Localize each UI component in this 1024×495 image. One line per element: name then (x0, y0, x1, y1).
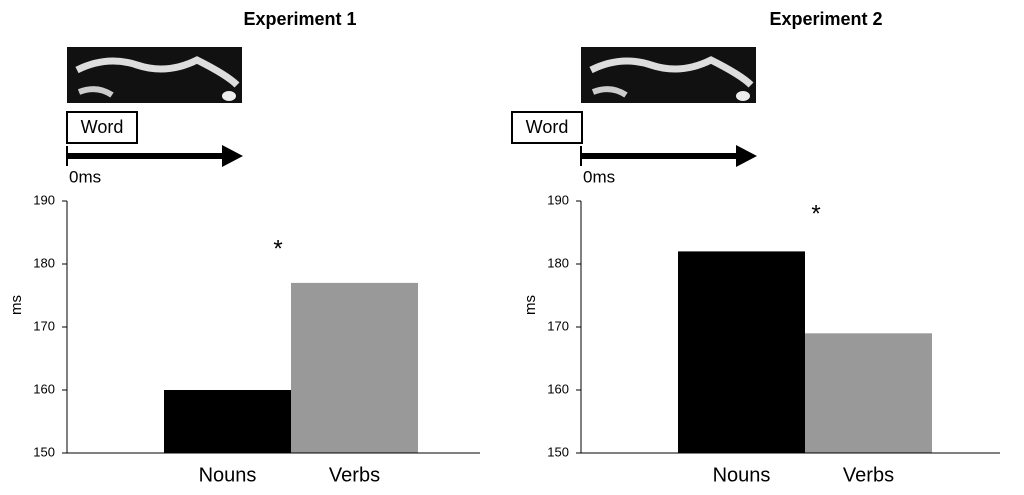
word-label: Word (526, 117, 569, 137)
y-tick-label: 170 (547, 318, 569, 333)
y-tick-label: 150 (547, 444, 569, 459)
y-tick-label: 170 (33, 318, 55, 333)
time-label: 0ms (583, 167, 615, 186)
y-tick-label: 160 (547, 381, 569, 396)
y-tick-label: 190 (33, 192, 55, 207)
image-bg (581, 47, 756, 103)
word-label: Word (81, 117, 124, 137)
image-ball (736, 91, 750, 101)
y-tick-label: 180 (547, 255, 569, 270)
panel-title: Experiment 1 (243, 9, 356, 29)
significance-marker: * (811, 200, 820, 227)
y-tick-label: 150 (33, 444, 55, 459)
bar (678, 251, 805, 453)
stimulus-image (67, 47, 242, 103)
x-tick-label: Verbs (843, 464, 894, 486)
time-label: 0ms (69, 167, 101, 186)
y-tick-label: 180 (33, 255, 55, 270)
x-tick-label: Verbs (329, 464, 380, 486)
figure: Experiment 1 Word 0ms ms 150 160 170 180 190 Noun… (0, 0, 1024, 495)
arrow-head (222, 145, 243, 167)
stimulus-image (581, 47, 756, 103)
bar (805, 333, 932, 453)
y-tick-label: 190 (547, 192, 569, 207)
x-tick-label: Nouns (713, 464, 771, 486)
bar (291, 283, 418, 453)
image-bg (67, 47, 242, 103)
image-ball (222, 91, 236, 101)
arrow-head (736, 145, 757, 167)
significance-marker: * (273, 235, 282, 262)
panel-title: Experiment 2 (769, 9, 882, 29)
y-axis-label: ms (8, 295, 25, 315)
y-tick-label: 160 (33, 381, 55, 396)
y-axis-label: ms (522, 295, 539, 315)
x-tick-label: Nouns (199, 464, 257, 486)
bar (164, 390, 291, 453)
